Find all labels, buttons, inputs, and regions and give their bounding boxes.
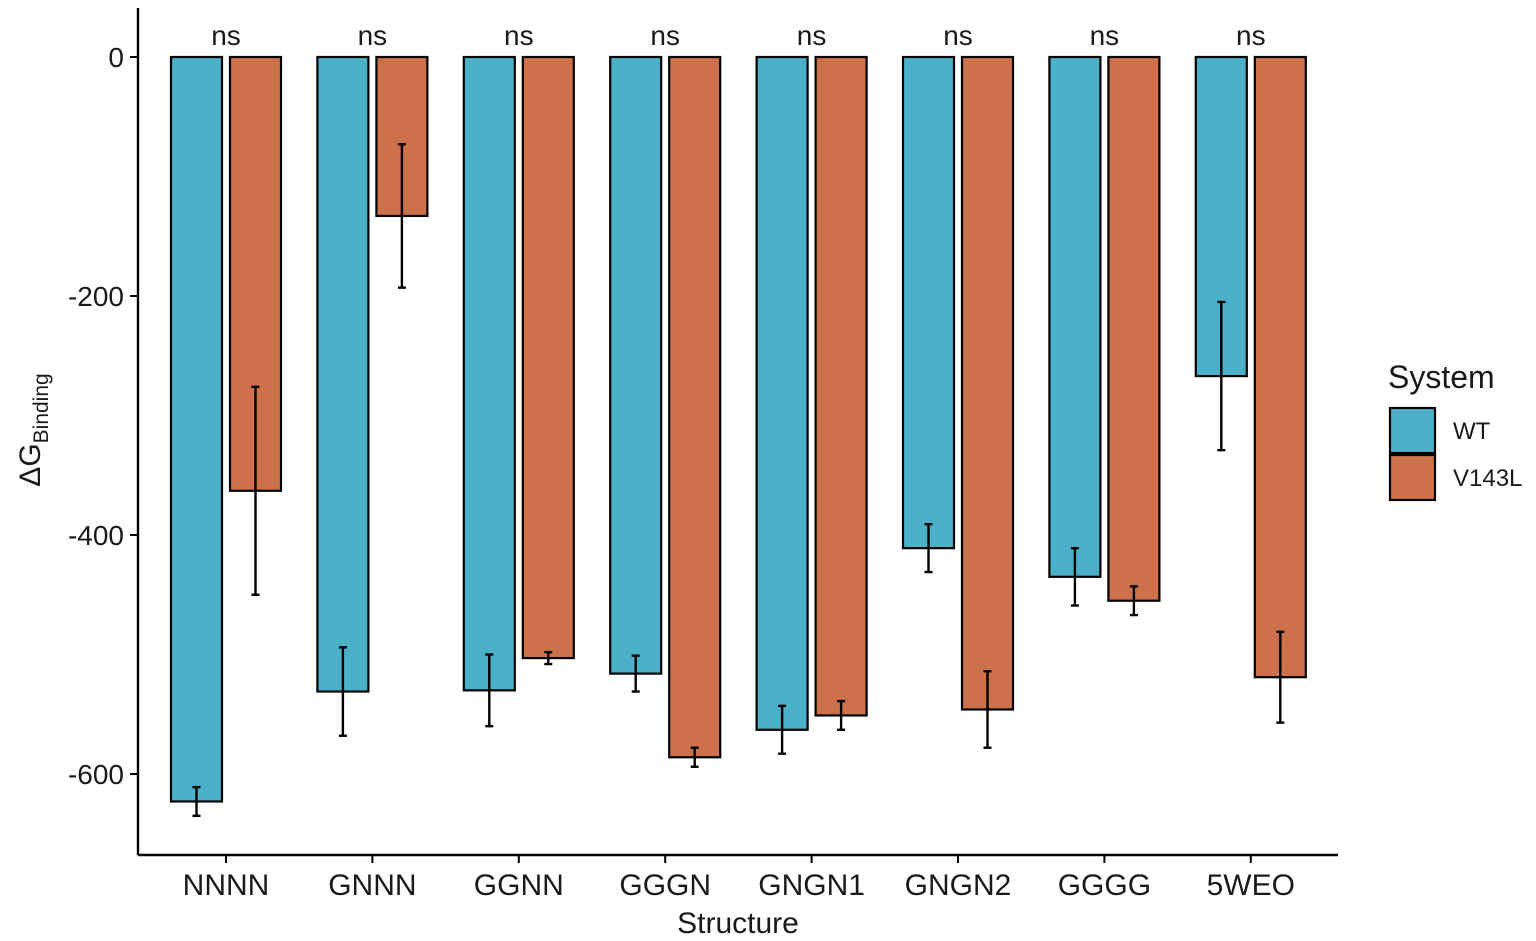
- error-bar-v143l-gnnn: [397, 143, 406, 289]
- bar-wt-gggg: [1048, 55, 1102, 578]
- significance-label-ggnn: ns: [504, 20, 534, 51]
- bar-v143l-gngn1: [814, 55, 868, 717]
- legend-title: System: [1388, 359, 1495, 395]
- bar-v143l-ggnn: [521, 55, 575, 660]
- error-bar-v143l-gngn1: [837, 699, 846, 731]
- significance-label-nnnn: ns: [211, 20, 241, 51]
- error-bar-wt-gngn1: [778, 704, 787, 755]
- significance-label-gngn1: ns: [797, 20, 827, 51]
- error-bar-v143l-gngn2: [983, 670, 992, 749]
- error-bar-wt-ggnn: [485, 653, 494, 728]
- legend-label-v143l: V143L: [1453, 465, 1522, 492]
- x-tick-label-5weo: 5WEO: [1207, 869, 1295, 902]
- significance-label-5weo: ns: [1236, 20, 1266, 51]
- bar-v143l-gggg: [1107, 55, 1161, 602]
- y-axis-title-subscript: Binding: [30, 373, 53, 443]
- x-tick-label-gggg: GGGG: [1058, 869, 1151, 902]
- x-tick-label-nnnn: NNNN: [183, 869, 270, 902]
- legend-label-wt: WT: [1453, 418, 1491, 445]
- y-tick-label: -400: [68, 520, 124, 551]
- y-axis-title: ΔGBinding: [14, 373, 53, 486]
- bar-wt-gnnn: [316, 55, 370, 693]
- legend-swatch-wt: [1388, 406, 1437, 455]
- axes: NNNN GNNN GGNN GGGN GNGN1 GNGN2 GGGG 5WEO 0 -200 -…: [68, 8, 1338, 902]
- y-axis-title-main: ΔG: [14, 443, 47, 486]
- x-tick-label-gnnn: GNNN: [328, 869, 416, 902]
- significance-label-gngn2: ns: [943, 20, 973, 51]
- x-axis-title: Structure: [677, 907, 799, 940]
- x-tick-label-gngn1: GNGN1: [758, 869, 865, 902]
- bar-wt-ggnn: [462, 55, 516, 692]
- error-bar-wt-gnnn: [338, 646, 347, 737]
- legend-item-v143l: V143L: [1388, 453, 1522, 502]
- x-tick-label-gggn: GGGN: [619, 869, 711, 902]
- bar-v143l-5weo: [1253, 55, 1307, 679]
- legend-item-wt: WT: [1388, 406, 1491, 455]
- significance-label-gggn: ns: [650, 20, 680, 51]
- x-tick-label-ggnn: GGNN: [474, 869, 564, 902]
- error-bar-v143l-ggnn: [544, 650, 553, 666]
- error-bar-v143l-5weo: [1276, 630, 1285, 724]
- significance-labels: ns ns ns ns ns ns ns ns: [211, 20, 1265, 51]
- error-bar-wt-5weo: [1217, 300, 1226, 452]
- error-bars-layer: [192, 143, 1285, 818]
- x-tick-label-gngn2: GNGN2: [905, 869, 1012, 902]
- bars-layer: [169, 55, 1307, 803]
- error-bar-wt-gngn2: [924, 523, 933, 574]
- y-tick-label: -200: [68, 281, 124, 312]
- bar-v143l-gggn: [668, 55, 722, 759]
- legend: System WT V143L: [1388, 359, 1522, 502]
- error-bar-v143l-nnnn: [251, 385, 260, 596]
- bar-wt-gngn2: [901, 55, 956, 550]
- legend-swatch-v143l: [1388, 453, 1437, 502]
- bar-v143l-gngn2: [960, 55, 1015, 711]
- significance-label-gggg: ns: [1090, 20, 1120, 51]
- significance-label-gnnn: ns: [358, 20, 388, 51]
- error-bar-wt-nnnn: [192, 785, 201, 818]
- error-bar-v143l-gggg: [1129, 585, 1138, 617]
- error-bar-wt-gggn: [631, 654, 640, 693]
- bar-wt-nnnn: [169, 55, 224, 803]
- error-bar-wt-gggg: [1070, 546, 1079, 607]
- bar-wt-gggn: [609, 55, 663, 675]
- error-bar-v143l-gggn: [690, 746, 699, 769]
- y-tick-label: -600: [68, 759, 124, 790]
- y-tick-label: 0: [108, 42, 124, 73]
- bar-wt-gngn1: [755, 55, 809, 731]
